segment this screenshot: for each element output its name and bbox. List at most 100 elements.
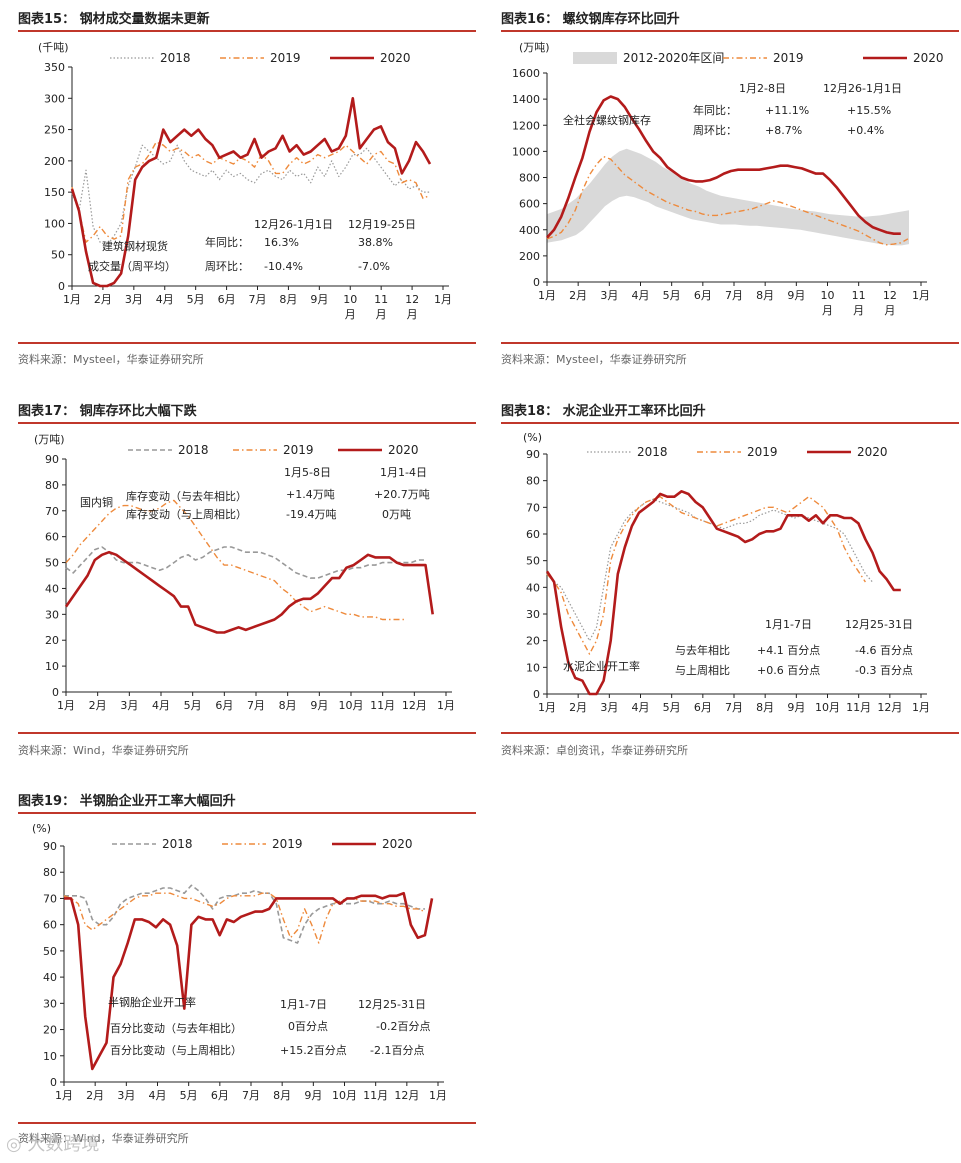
annotation-text: 周环比： [693,124,737,137]
panel-copper-inventory: 图表17： 铜库存环比大幅下跌 (万吨) 0 10 20 30 40 50 60 70 80 90 1… [18,400,476,760]
annotation-text: 1月1-7日 [765,618,812,631]
y-tick-label: 300 [44,92,65,105]
y-tick-label: 50 [43,945,57,958]
annotation-text: 半钢胎企业开工率 [108,995,196,1009]
y-tick-label: 60 [45,531,59,544]
y-tick-label: 800 [519,172,540,185]
annotation-text: 12月26-1月1日 [254,218,333,231]
series-line-2019 [71,141,431,243]
y-tick-label: 10 [526,661,540,674]
annotation-text: 全社会螺纹钢库存 [563,113,651,127]
legend-label: 2019 [747,445,778,459]
legend-label: 2019 [270,51,301,65]
annotation-text: 库存变动（与上周相比） [126,507,247,521]
annotation-text: 12月19-25日 [348,218,416,231]
y-tick-label: 70 [45,505,59,518]
legend-label: 2012-2020年区间 [623,51,724,65]
y-unit-label: (千吨) [38,41,69,54]
source-note: 资料来源：卓创资讯，华泰证券研究所 [501,744,688,757]
x-tick-label: 1月 [434,293,452,306]
legend-label: 2018 [162,837,193,851]
x-tick-label: 11月 [370,699,395,712]
annotation-text: 周环比： [205,260,249,273]
legend-label: 2018 [178,443,209,457]
x-tick-label: 6月 [694,701,712,714]
x-tick-label: 12月 [394,1089,419,1102]
x-tick-label: 1月 [55,1089,73,1102]
series-line-2019 [63,892,426,944]
series-line-2020 [546,95,901,239]
series-line-2018 [65,546,426,579]
title-rule [501,30,959,32]
chart-steel-volume: (千吨) 0 50 100 150 200 250 300 350 1月 2月 3月 4月 5月 6月 7月 8… [38,41,452,321]
series-line-2019 [546,155,909,246]
x-tick-label: 12月 [877,701,902,714]
y-tick-label: 1400 [512,93,540,106]
legend-label: 2020 [380,51,411,65]
y-tick-label: 200 [44,155,65,168]
source-rule [18,342,476,344]
annotation-text: -19.4万吨 [286,508,336,521]
x-tick-label: 9月 [304,1089,322,1102]
x-tick-label: 10月 [332,1089,357,1102]
annotation-text: 1月1-7日 [280,998,327,1011]
x-tick-label: 6月 [211,1089,229,1102]
panel-title: 图表18： 水泥企业开工率环比回升 [501,404,706,419]
title-rule [18,30,476,32]
panel-title: 图表17： 铜库存环比大幅下跌 [18,404,197,419]
source-note: 资料来源：Wind，华泰证券研究所 [18,744,189,757]
x-tick-label: 9月 [787,289,805,302]
y-unit-label: (%) [32,822,51,835]
annotation-text: 12月26-1月1日 [823,82,902,95]
x-tick-label: 3月 [600,701,618,714]
chart-cement-rate: (%) 0 10 20 30 40 50 60 70 80 90 1月 2月 3月 4月 5月 6月 7月 8月 9月… [523,431,930,714]
y-tick-label: 0 [52,686,59,699]
legend-label: 2019 [272,837,303,851]
source-rule [501,342,959,344]
x-tick-label: 1月 [912,701,930,714]
annotation-text: 1月5-8日 [284,466,331,479]
x-tick-label: 6月 [694,289,712,302]
title-rule [18,422,476,424]
panel-tire-rate: 图表19： 半钢胎企业开工率大幅回升 (%) 0 10 20 30 40 50 60 70 80 9… [18,790,476,1150]
panel-rebar-inventory: 图表16： 螺纹钢库存环比回升 (万吨) 0 200 400 600 800 1000 120… [501,8,959,368]
panel-title: 图表16： 螺纹钢库存环比回升 [501,12,680,27]
watermark: ◎ 大数跨境 [6,1134,100,1155]
annotation-text: +15.2百分点 [280,1044,347,1057]
annotation-text: -0.3 百分点 [855,664,913,677]
annotation-text: +1.4万吨 [286,488,335,501]
y-tick-label: 0 [533,688,540,701]
source-rule [18,1122,476,1124]
annotation-text: 年同比： [205,235,249,249]
x-tick-label: 4月 [156,293,174,306]
y-tick-label: 400 [519,224,540,237]
y-tick-label: 80 [43,866,57,879]
y-tick-label: 30 [526,608,540,621]
annotation-text: +15.5% [847,104,891,117]
x-tick-label: 7月 [725,701,743,714]
annotation-text: +0.6 百分点 [757,664,820,677]
source-note: 资料来源：Wind，华泰证券研究所 [18,1132,189,1145]
legend-label: 2020 [913,51,944,65]
x-tick-label: 2月 [89,699,107,712]
x-tick-label: 1月 [538,289,556,302]
y-tick-label: 90 [526,448,540,461]
legend-label: 2018 [637,445,668,459]
title-rule [501,422,959,424]
x-tick-label: 4月 [149,1089,167,1102]
annotation-text: 1月2-8日 [739,82,786,95]
x-tick-label: 2月 [569,701,587,714]
y-tick-label: 0 [58,280,65,293]
annotation-text: 百分比变动（与去年相比） [110,1021,242,1035]
source-rule [18,732,476,734]
y-tick-label: 40 [526,581,540,594]
panel-cement-rate: 图表18： 水泥企业开工率环比回升 (%) 0 10 20 30 40 50 60 70 80 90… [501,400,959,760]
y-tick-label: 40 [43,971,57,984]
annotation-text: 12月25-31日 [358,998,426,1011]
annotation-text: 库存变动（与去年相比） [126,489,247,503]
x-tick-label: 5月 [180,1089,198,1102]
x-tick-label: 7月 [249,293,267,306]
x-tick-label: 5月 [184,699,202,712]
y-tick-label: 100 [44,217,65,230]
x-tick-label: 7月 [242,1089,260,1102]
